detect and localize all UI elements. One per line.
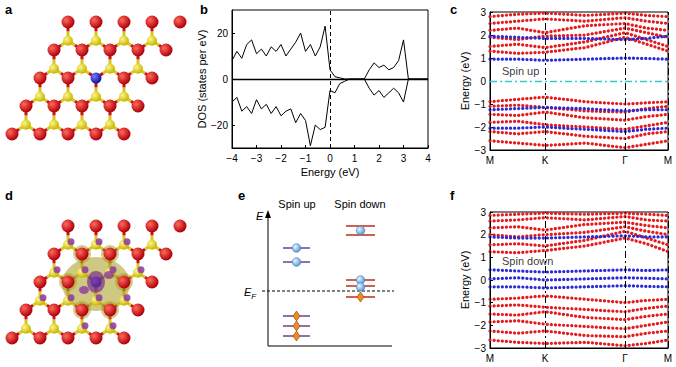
svg-text:2: 2	[376, 153, 382, 164]
svg-text:d: d	[5, 188, 13, 203]
svg-text:Energy (eV): Energy (eV)	[459, 251, 471, 310]
svg-text:K: K	[542, 155, 549, 166]
svg-text:2: 2	[480, 30, 486, 41]
svg-text:Γ: Γ	[622, 155, 628, 166]
svg-text:1: 1	[480, 252, 486, 263]
svg-text:4: 4	[425, 153, 431, 164]
svg-text:Spin up: Spin up	[502, 65, 539, 77]
svg-text:EF: EF	[244, 286, 257, 301]
svg-text:0: 0	[327, 153, 333, 164]
svg-text:20: 20	[217, 28, 229, 39]
svg-text:Spin down: Spin down	[502, 255, 553, 267]
svg-text:0: 0	[222, 74, 228, 85]
svg-text:3: 3	[480, 207, 486, 218]
svg-text:0: 0	[480, 275, 486, 286]
svg-text:−2: −2	[475, 320, 487, 331]
svg-text:M: M	[664, 353, 672, 364]
svg-text:f: f	[450, 188, 455, 203]
svg-text:−3: −3	[475, 145, 487, 156]
svg-text:−20: −20	[211, 120, 228, 131]
svg-text:c: c	[450, 2, 457, 17]
svg-text:M: M	[486, 353, 494, 364]
svg-text:Spin up: Spin up	[278, 198, 315, 210]
svg-text:1: 1	[480, 53, 486, 64]
svg-text:−2: −2	[475, 122, 487, 133]
svg-text:2: 2	[480, 229, 486, 240]
svg-text:0: 0	[480, 76, 486, 87]
svg-text:−3: −3	[251, 153, 263, 164]
svg-text:−1: −1	[475, 297, 487, 308]
svg-text:−3: −3	[475, 343, 487, 354]
svg-text:−4: −4	[226, 153, 238, 164]
svg-text:M: M	[664, 155, 672, 166]
svg-text:Spin down: Spin down	[334, 198, 385, 210]
svg-text:Energy (eV): Energy (eV)	[301, 166, 360, 178]
svg-text:K: K	[542, 353, 549, 364]
svg-text:DOS (states per eV): DOS (states per eV)	[196, 29, 208, 128]
svg-text:1: 1	[352, 153, 358, 164]
svg-text:−2: −2	[275, 153, 287, 164]
svg-text:M: M	[486, 155, 494, 166]
svg-text:e: e	[238, 188, 245, 203]
svg-text:−1: −1	[475, 99, 487, 110]
svg-text:Γ: Γ	[622, 353, 628, 364]
svg-text:3: 3	[480, 7, 486, 18]
svg-text:Energy (eV): Energy (eV)	[459, 52, 471, 111]
svg-text:−1: −1	[300, 153, 312, 164]
svg-text:a: a	[5, 2, 13, 17]
svg-text:3: 3	[401, 153, 407, 164]
svg-text:E: E	[256, 210, 264, 222]
svg-text:b: b	[200, 2, 208, 17]
